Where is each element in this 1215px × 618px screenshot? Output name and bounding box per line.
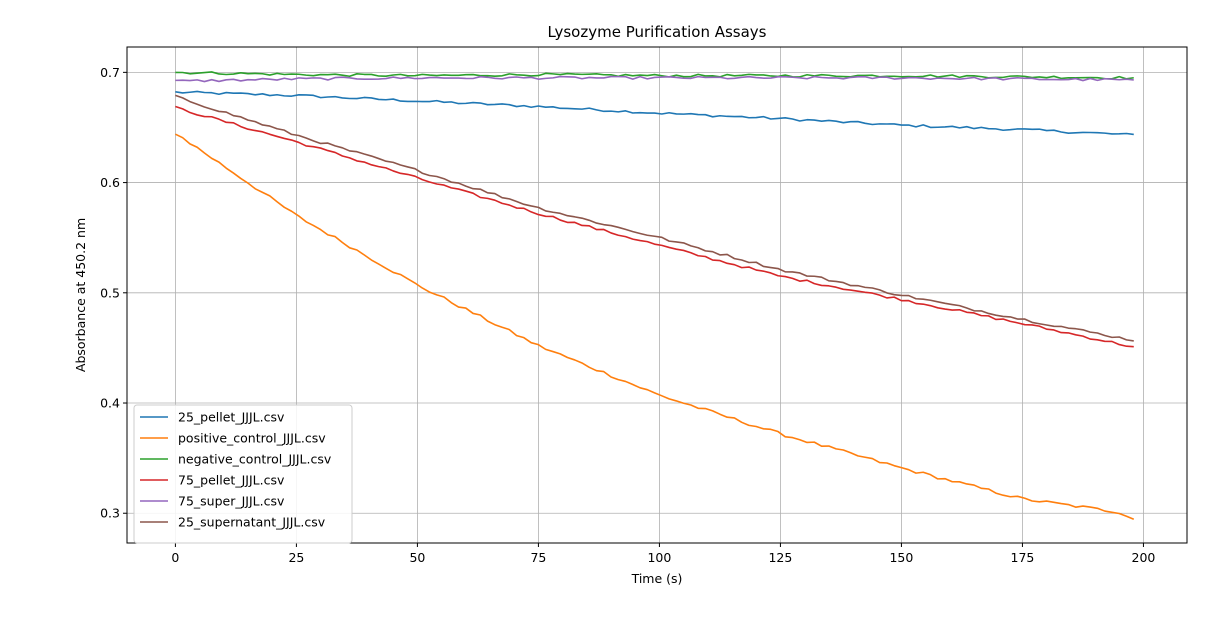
x-tick-label: 75	[530, 550, 546, 565]
legend-entry: 25_supernatant_JJJL.csv	[178, 515, 326, 530]
series-line-3	[175, 105, 1134, 348]
x-tick-label: 200	[1132, 550, 1156, 565]
legend-entry: 75_pellet_JJJL.csv	[178, 473, 285, 488]
axis-ticks: 0 25 50 75 100 125 150 175 200 0.3 0.4 0.5 0.6 0.7	[100, 65, 1155, 565]
y-tick-label: 0.5	[100, 285, 120, 300]
legend-entry: 25_pellet_JJJL.csv	[178, 410, 285, 425]
legend-entry: negative_control_JJJL.csv	[178, 452, 332, 467]
series-line-1	[175, 133, 1135, 521]
legend: 25_pellet_JJJL.csv positive_control_JJJL.…	[133, 404, 353, 544]
x-axis-label: Time (s)	[631, 571, 683, 586]
y-tick-label: 0.7	[100, 65, 120, 80]
legend-entry: positive_control_JJJL.csv	[178, 431, 326, 446]
chart-title: Lysozyme Purification Assays	[548, 23, 767, 41]
x-tick-label: 50	[409, 550, 425, 565]
x-tick-label: 25	[288, 550, 304, 565]
y-tick-label: 0.4	[100, 396, 120, 411]
x-tick-label: 150	[889, 550, 913, 565]
series-line-4	[175, 75, 1134, 83]
x-tick-label: 175	[1011, 550, 1035, 565]
series-line-2	[175, 71, 1134, 80]
series-line-5	[175, 94, 1134, 342]
legend-box	[133, 404, 353, 544]
y-axis-label: Absorbance at 450.2 nm	[73, 218, 88, 372]
y-tick-label: 0.6	[100, 175, 120, 190]
y-tick-label: 0.3	[100, 506, 120, 521]
x-tick-label: 100	[647, 550, 671, 565]
x-tick-label: 0	[171, 550, 179, 565]
series-line-0	[175, 90, 1134, 136]
x-tick-label: 125	[768, 550, 792, 565]
series-lines	[175, 71, 1135, 521]
legend-entry: 75_super_JJJL.csv	[178, 494, 285, 509]
plot-frame	[126, 46, 1188, 544]
